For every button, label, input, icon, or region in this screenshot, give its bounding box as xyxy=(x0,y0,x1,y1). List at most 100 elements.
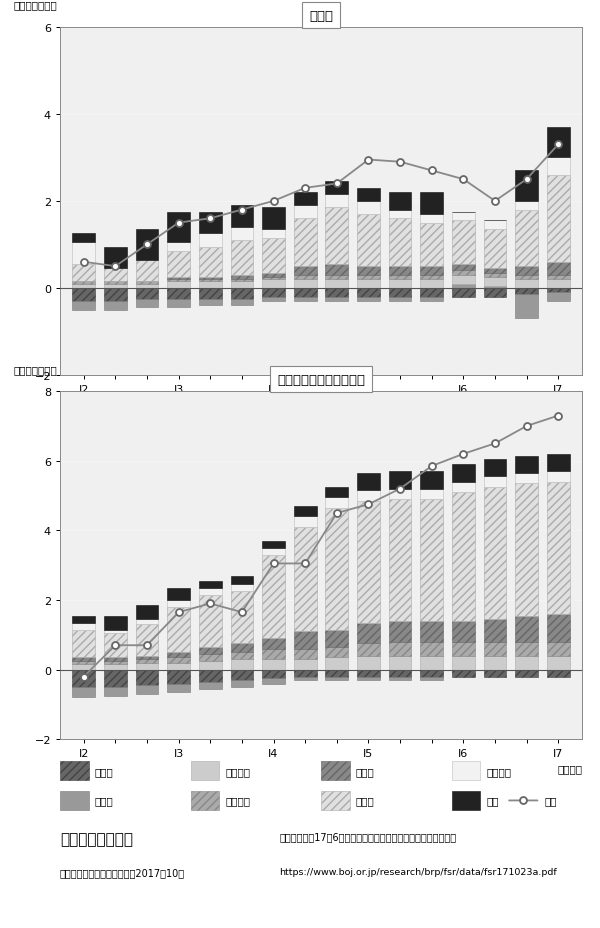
Bar xyxy=(191,792,219,810)
Bar xyxy=(73,688,95,698)
Bar xyxy=(167,670,190,684)
Text: 物品賃貸: 物品賃貸 xyxy=(226,795,250,806)
Bar xyxy=(452,483,475,493)
Bar xyxy=(357,276,380,280)
Bar xyxy=(73,234,95,243)
Bar xyxy=(199,670,221,682)
Bar xyxy=(421,642,443,656)
Bar xyxy=(73,264,95,282)
Bar xyxy=(357,201,380,214)
Text: （前年比、％）: （前年比、％） xyxy=(13,1,57,10)
Bar xyxy=(357,280,380,289)
Bar xyxy=(104,630,127,633)
Bar xyxy=(321,762,350,780)
Bar xyxy=(104,670,127,688)
Bar xyxy=(73,302,95,310)
Bar xyxy=(104,269,127,282)
Bar xyxy=(230,289,253,300)
Bar xyxy=(136,656,158,660)
Bar xyxy=(547,280,569,289)
Bar xyxy=(452,762,480,780)
Bar xyxy=(484,642,506,656)
Bar xyxy=(199,654,221,661)
Bar xyxy=(104,658,127,661)
Bar xyxy=(136,625,158,656)
Bar xyxy=(294,267,317,276)
Bar xyxy=(230,652,253,660)
Bar xyxy=(294,280,317,289)
Bar xyxy=(262,649,285,660)
Bar xyxy=(230,680,253,688)
Bar xyxy=(104,284,127,289)
Bar xyxy=(325,208,348,264)
Bar xyxy=(294,527,317,632)
Bar xyxy=(325,647,348,658)
Bar xyxy=(199,588,221,595)
Bar xyxy=(294,206,317,219)
Bar xyxy=(484,477,506,487)
Bar xyxy=(230,585,253,592)
Bar xyxy=(294,660,317,670)
Bar xyxy=(357,188,380,201)
Bar xyxy=(136,300,158,308)
Bar xyxy=(167,280,190,282)
Bar xyxy=(104,289,127,302)
Bar xyxy=(484,269,506,274)
Bar xyxy=(484,221,506,230)
Bar xyxy=(104,688,127,696)
Bar xyxy=(73,243,95,264)
Bar xyxy=(230,576,253,585)
Bar xyxy=(230,276,253,280)
Bar xyxy=(515,642,538,656)
Bar xyxy=(357,214,380,267)
Bar xyxy=(136,663,158,670)
Bar xyxy=(73,284,95,289)
Bar xyxy=(104,282,127,284)
Bar xyxy=(357,297,380,302)
Bar xyxy=(547,642,569,656)
Bar xyxy=(73,623,95,630)
Bar xyxy=(547,175,569,263)
Bar xyxy=(389,219,412,267)
Bar xyxy=(325,677,348,680)
Bar xyxy=(262,208,285,230)
Bar xyxy=(136,282,158,284)
Bar xyxy=(230,282,253,289)
Bar xyxy=(389,642,412,656)
Bar xyxy=(547,670,569,677)
Bar xyxy=(167,684,190,692)
Bar xyxy=(325,182,348,195)
Bar xyxy=(547,263,569,276)
Bar xyxy=(484,274,506,277)
Bar xyxy=(199,682,221,689)
Text: （年度）: （年度） xyxy=(557,400,582,410)
Bar xyxy=(167,289,190,300)
Bar xyxy=(484,287,506,289)
Bar xyxy=(262,678,285,684)
Bar xyxy=(515,172,538,201)
Bar xyxy=(199,247,221,277)
Bar xyxy=(262,289,285,297)
Bar xyxy=(452,792,480,810)
Bar xyxy=(167,277,190,280)
Bar xyxy=(199,213,221,234)
Bar xyxy=(515,656,538,670)
Bar xyxy=(73,616,95,623)
Bar xyxy=(262,238,285,274)
Bar xyxy=(357,289,380,297)
Bar xyxy=(167,652,190,658)
Bar xyxy=(547,483,569,614)
Bar xyxy=(515,201,538,211)
Bar xyxy=(73,630,95,658)
Text: 銀行の業種別貸出: 銀行の業種別貸出 xyxy=(60,831,133,846)
Bar xyxy=(104,633,127,658)
Bar xyxy=(199,282,221,289)
Bar xyxy=(104,661,127,664)
Bar xyxy=(452,276,475,284)
Bar xyxy=(294,219,317,267)
Bar xyxy=(452,213,475,221)
Bar xyxy=(547,471,569,483)
Bar xyxy=(199,661,221,670)
Bar xyxy=(389,499,412,621)
Bar xyxy=(452,493,475,621)
